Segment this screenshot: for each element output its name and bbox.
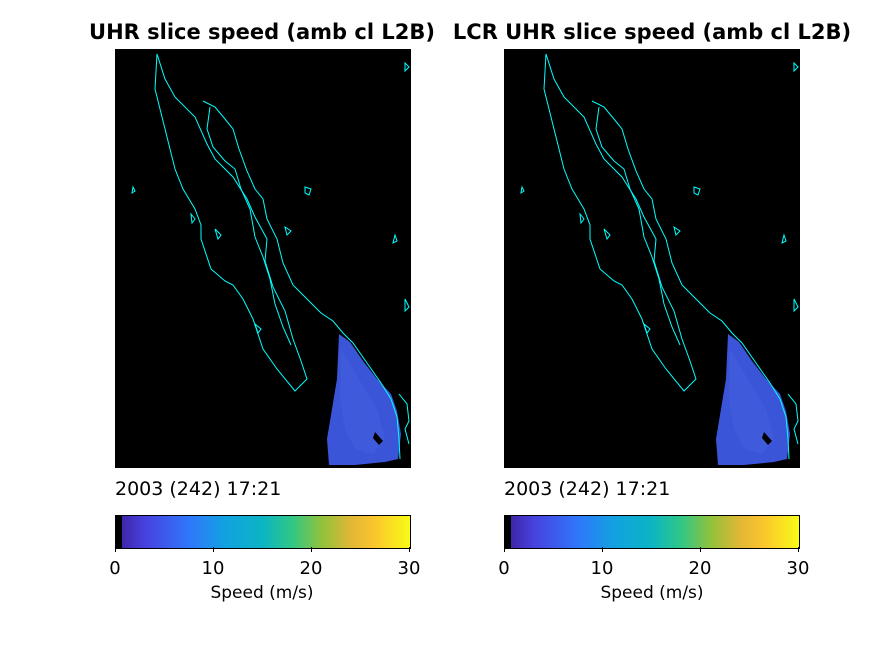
colorbar-tick [311,547,312,552]
coastline-gulf-east [591,100,790,460]
colorbar-tick-label: 0 [498,558,510,579]
colorbar-tick [213,547,214,552]
colorbar [504,515,800,549]
speed-map [115,49,411,468]
colorbar-tick [504,547,505,552]
colorbar-tick-label: 30 [397,558,421,579]
colorbar-tick-label: 30 [786,558,810,579]
colorbar-label: Speed (m/s) [600,583,704,603]
colorbar-tick [700,547,701,552]
colorbar [115,515,411,549]
colorbar-tick [602,547,603,552]
colorbar-tick-label: 10 [590,558,614,579]
panel-title: UHR slice speed (amb cl L2B) [89,20,435,44]
colorbar-tick [409,547,410,552]
speed-map [504,49,800,468]
colorbar-tick-label: 0 [109,558,121,579]
colorbar-tick [115,547,116,552]
colorbar-tick-label: 20 [299,558,323,579]
coastline-gulf-east [202,100,401,460]
panel-title: LCR UHR slice speed (amb cl L2B) [452,20,852,44]
timestamp: 2003 (242) 17:21 [115,478,282,500]
colorbar-tick-label: 20 [688,558,712,579]
colorbar-tick [798,547,799,552]
colorbar-label: Speed (m/s) [210,583,314,603]
coastline-baja-west [154,53,308,392]
timestamp: 2003 (242) 17:21 [504,478,671,500]
colorbar-tick-label: 10 [201,558,225,579]
coastline-baja-west [543,53,697,392]
